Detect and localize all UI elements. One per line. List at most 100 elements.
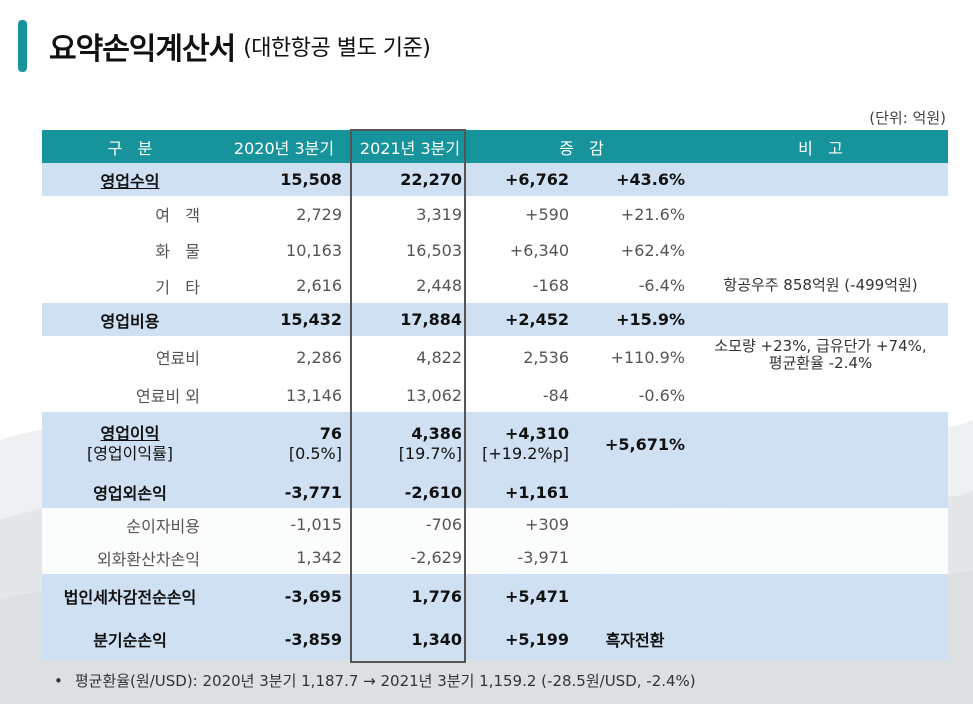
table-row: 연료비 2,286 4,822 2,536 +110.9% 소모량 +23%, … [42, 336, 949, 378]
cell-2020q3: 15,432 [218, 303, 350, 336]
cell-rate: -0.6% [577, 378, 694, 412]
row-label: 연료비 외 [42, 378, 218, 412]
table-row: 영업비용 15,432 17,884 +2,452 +15.9% [42, 303, 949, 336]
cell-note [693, 541, 949, 574]
cell-rate [577, 476, 694, 508]
cell-2021q3: -2,610 [350, 476, 470, 508]
row-label: 기 타 [42, 268, 218, 303]
page-title: 요약손익계산서 [49, 32, 236, 67]
cell-diff: -84 [470, 378, 577, 412]
value-main: 4,386 [411, 424, 462, 443]
cell-rate: +110.9% [577, 336, 694, 378]
cell-rate: +21.6% [577, 196, 694, 232]
cell-rate: +62.4% [577, 232, 694, 268]
unit-label: (단위: 억원) [869, 109, 946, 127]
table-row: 기 타 2,616 2,448 -168 -6.4% 항공우주 858억원 (-… [42, 268, 949, 303]
table-row: 순이자비용 -1,015 -706 +309 [42, 508, 949, 541]
cell-rate [577, 574, 694, 618]
cell-diff: +6,340 [470, 232, 577, 268]
note-line-2: 평균환율 -2.4% [768, 354, 873, 372]
cell-2020q3: -3,771 [218, 476, 350, 508]
cell-note [693, 196, 949, 232]
cell-diff: +590 [470, 196, 577, 232]
page-subtitle: (대한항공 별도 기준) [243, 36, 431, 61]
cell-diff: +5,471 [470, 574, 577, 618]
cell-note [693, 163, 949, 196]
cell-rate: +15.9% [577, 303, 694, 336]
cell-rate: +43.6% [577, 163, 694, 196]
cell-2020q3: 76 [0.5%] [218, 412, 350, 476]
table-row: 영업이익 [영업이익률] 76 [0.5%] 4,386 [19.7%] +4,… [42, 412, 949, 476]
cell-2021q3: 16,503 [350, 232, 470, 268]
cell-diff: -3,971 [470, 541, 577, 574]
row-label-sub: [영업이익률] [86, 444, 174, 463]
cell-note [693, 303, 949, 336]
row-label: 영업수익 [42, 163, 218, 196]
cell-2020q3: -1,015 [218, 508, 350, 541]
row-label: 분기순손익 [42, 618, 218, 660]
table-row: 연료비 외 13,146 13,062 -84 -0.6% [42, 378, 949, 412]
cell-2020q3: 2,286 [218, 336, 350, 378]
cell-diff: +5,199 [470, 618, 577, 660]
title-area: 요약손익계산서 (대한항공 별도 기준) [18, 20, 431, 72]
footnote: • 평균환율(원/USD): 2020년 3분기 1,187.7 → 2021년 … [54, 670, 696, 691]
cell-rate: 흑자전환 [577, 618, 694, 660]
cell-note [693, 232, 949, 268]
cell-note [693, 508, 949, 541]
cell-diff: +1,161 [470, 476, 577, 508]
cell-note [693, 378, 949, 412]
header-2020q3: 2020년 3분기 [218, 130, 350, 163]
value-main: +4,310 [504, 424, 569, 443]
cell-rate: +5,671% [577, 412, 694, 476]
cell-diff: +2,452 [470, 303, 577, 336]
cell-diff: -168 [470, 268, 577, 303]
cell-2020q3: 13,146 [218, 378, 350, 412]
value-main: 76 [319, 424, 342, 443]
cell-note: 소모량 +23%, 급유단가 +74%, 평균환율 -2.4% [693, 336, 949, 378]
row-label: 영업외손익 [42, 476, 218, 508]
cell-2020q3: 15,508 [218, 163, 350, 196]
row-label: 외화환산차손익 [42, 541, 218, 574]
table-row: 법인세차감전순손익 -3,695 1,776 +5,471 [42, 574, 949, 618]
header-category: 구 분 [42, 130, 218, 163]
cell-2021q3: 4,822 [350, 336, 470, 378]
income-statement-table: 구 분 2020년 3분기 2021년 3분기 증 감 비 고 영업수익 15,… [42, 130, 949, 660]
cell-2021q3: -2,629 [350, 541, 470, 574]
row-label-main: 영업이익 [100, 424, 160, 443]
note-line-1: 소모량 +23%, 급유단가 +74%, [714, 337, 927, 355]
cell-rate: -6.4% [577, 268, 694, 303]
title-accent-bar [18, 20, 27, 72]
cell-2021q3: -706 [350, 508, 470, 541]
cell-diff: +4,310 [+19.2%p] [470, 412, 577, 476]
cell-2021q3: 1,776 [350, 574, 470, 618]
value-sub: [19.7%] [398, 444, 462, 463]
cell-2020q3: 2,616 [218, 268, 350, 303]
cell-2020q3: 2,729 [218, 196, 350, 232]
row-label: 연료비 [42, 336, 218, 378]
cell-rate [577, 508, 694, 541]
cell-diff: +6,762 [470, 163, 577, 196]
cell-2021q3: 17,884 [350, 303, 470, 336]
table-row: 분기순손익 -3,859 1,340 +5,199 흑자전환 [42, 618, 949, 660]
value-sub: [0.5%] [288, 444, 342, 463]
cell-2020q3: -3,695 [218, 574, 350, 618]
cell-note [693, 618, 949, 660]
row-label: 법인세차감전순손익 [42, 574, 218, 618]
row-label: 순이자비용 [42, 508, 218, 541]
table-row: 여 객 2,729 3,319 +590 +21.6% [42, 196, 949, 232]
row-label: 영업이익 [영업이익률] [42, 412, 218, 476]
cell-note [693, 412, 949, 476]
row-label: 여 객 [42, 196, 218, 232]
cell-2021q3: 13,062 [350, 378, 470, 412]
cell-note [693, 476, 949, 508]
cell-2020q3: 1,342 [218, 541, 350, 574]
cell-rate [577, 541, 694, 574]
cell-note [693, 574, 949, 618]
cell-2020q3: -3,859 [218, 618, 350, 660]
table-row: 화 물 10,163 16,503 +6,340 +62.4% [42, 232, 949, 268]
table-row: 영업수익 15,508 22,270 +6,762 +43.6% [42, 163, 949, 196]
header-2021q3: 2021년 3분기 [350, 130, 470, 163]
cell-note: 항공우주 858억원 (-499억원) [693, 268, 949, 303]
footnote-text: 평균환율(원/USD): 2020년 3분기 1,187.7 → 2021년 3… [74, 672, 696, 690]
cell-2021q3: 2,448 [350, 268, 470, 303]
